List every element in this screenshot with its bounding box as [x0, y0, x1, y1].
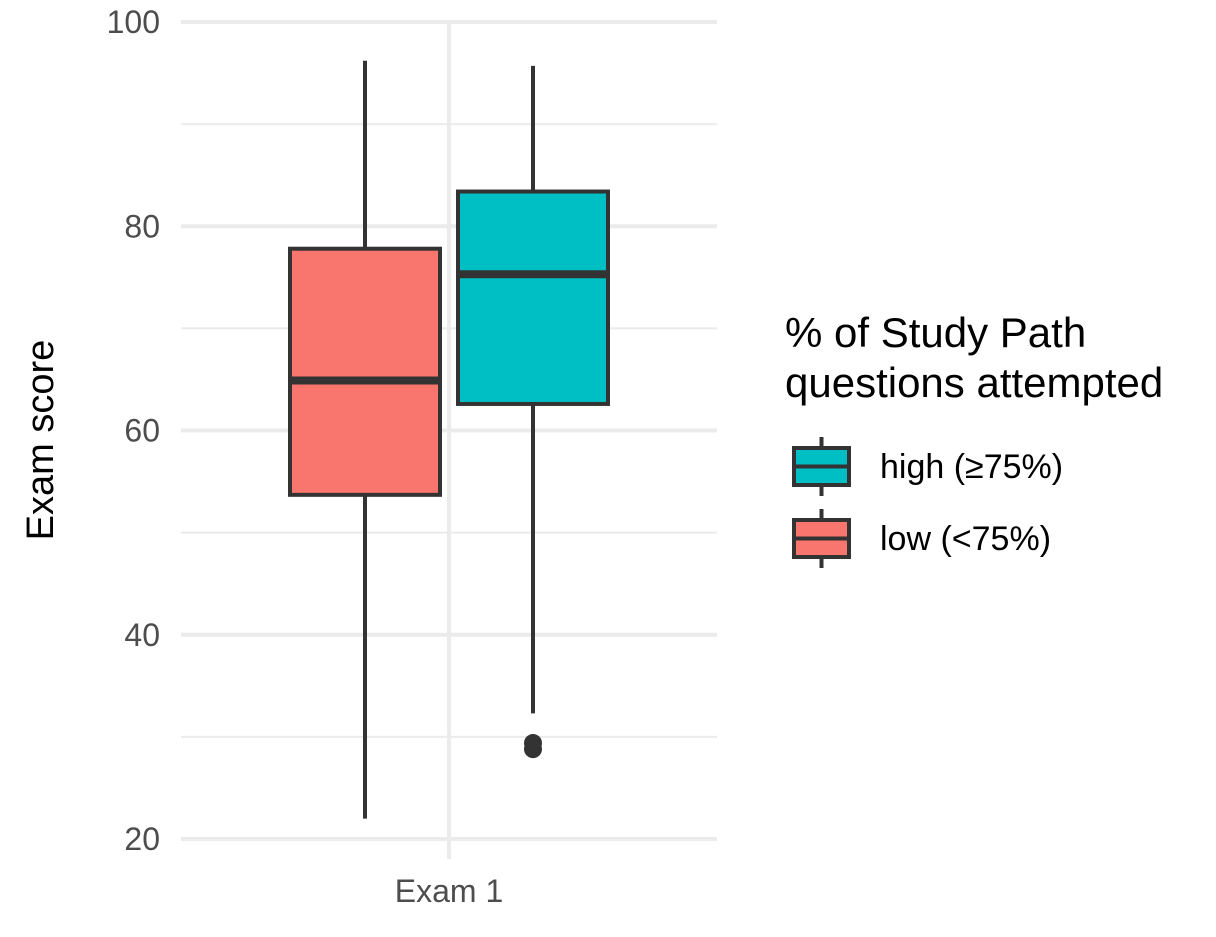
legend: % of Study Path questions attempted high…	[785, 309, 1163, 568]
legend-label: high (≥75%)	[880, 448, 1063, 486]
legend-entries: high (≥75%) low (<75%)	[792, 437, 1063, 568]
box-body	[456, 189, 610, 406]
outlier-point	[524, 740, 542, 759]
y-axis-title: Exam score	[20, 340, 62, 541]
boxes	[288, 60, 610, 819]
x-tick-label: Exam 1	[395, 873, 503, 909]
y-tick-label: 20	[124, 821, 160, 857]
grid-lines	[181, 20, 717, 859]
box-low	[288, 60, 442, 819]
legend-title-line-1: % of Study Path	[785, 309, 1086, 356]
box-high	[456, 65, 610, 759]
legend-entry: low (<75%)	[792, 509, 1051, 568]
legend-title-line-2: questions attempted	[785, 359, 1163, 406]
legend-entry: high (≥75%)	[792, 437, 1063, 496]
y-tick-label: 80	[124, 208, 160, 244]
legend-label: low (<75%)	[880, 520, 1051, 558]
y-tick-label: 100	[107, 4, 160, 40]
box-body	[288, 246, 442, 497]
y-axis-ticks: 20 40 60 80 100	[107, 4, 160, 857]
x-axis-ticks: Exam 1	[395, 873, 503, 909]
y-tick-label: 40	[124, 617, 160, 653]
y-tick-label: 60	[124, 413, 160, 449]
